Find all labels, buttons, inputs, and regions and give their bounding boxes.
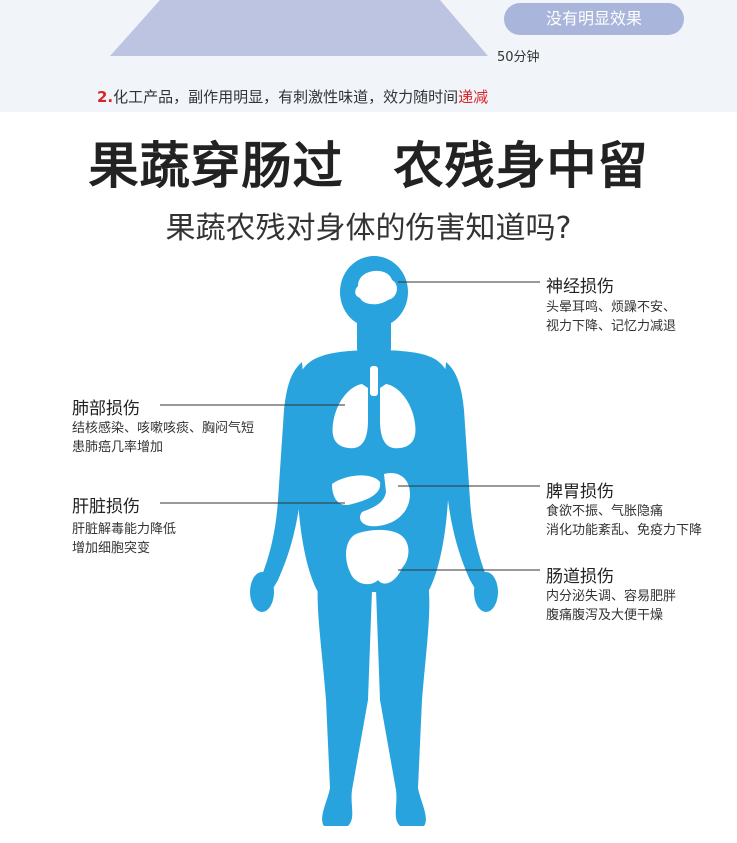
no-effect-pill: 没有明显效果: [504, 3, 684, 35]
spleen-stomach-damage-line-2: 消化功能紊乱、免疫力下降: [546, 523, 703, 538]
chemical-product-note: 2.化工产品，副作用明显，有刺激性味道，效力随时间递减: [97, 86, 488, 107]
left-lung-icon: [332, 384, 368, 449]
spleen-stomach-damage-line-1: 食欲不振、气胀隐痛: [546, 504, 664, 519]
nerve-damage-line-2: 视力下降、记忆力减退: [546, 319, 677, 334]
body-silhouette: [250, 256, 498, 826]
note-number: 2.: [97, 88, 114, 106]
spleen-stomach-damage-title: 脾胃损伤: [546, 482, 614, 502]
lung-damage-title: 肺部损伤: [72, 399, 140, 419]
intestine-damage-line-1: 内分泌失调、容易肥胖: [546, 589, 677, 604]
headline: 果蔬穿肠过 农残身中留: [0, 126, 737, 198]
liver-damage-line-1: 肝脏解毒能力降低: [72, 522, 177, 537]
headline-right: 农残身中留: [393, 137, 649, 195]
headline-left: 果蔬穿肠过: [88, 137, 344, 195]
intestine-icon: [346, 529, 409, 585]
right-lung-icon: [380, 384, 416, 449]
stomach-icon: [359, 472, 410, 527]
liver-icon: [332, 475, 381, 506]
liver-damage-line-2: 增加细胞突变: [72, 541, 151, 556]
lung-damage-line-1: 结核感染、咳嗽咳痰、胸闷气短: [72, 421, 255, 436]
intestine-damage-title: 肠道损伤: [546, 567, 614, 587]
subtitle: 果蔬农残对身体的伤害知道吗?: [165, 211, 572, 246]
note-highlight: 递减: [458, 88, 489, 106]
callout-lines: [160, 281, 540, 571]
brain-icon: [355, 270, 397, 305]
trachea-icon: [370, 366, 378, 396]
organs: [332, 270, 416, 585]
nerve-damage-line-1: 头晕耳鸣、烦躁不安、: [546, 300, 677, 315]
time-label: 50分钟: [497, 50, 540, 65]
nerve-damage-title: 神经损伤: [546, 277, 614, 297]
liver-damage-title: 肝脏损伤: [72, 497, 140, 517]
note-text: 化工产品，副作用明显，有刺激性味道，效力随时间: [113, 88, 459, 106]
intestine-damage-line-2: 腹痛腹泻及大便干燥: [546, 608, 664, 623]
effect-trapezoid-graphic: [110, 0, 488, 56]
lung-damage-line-2: 患肺癌几率增加: [72, 440, 164, 455]
